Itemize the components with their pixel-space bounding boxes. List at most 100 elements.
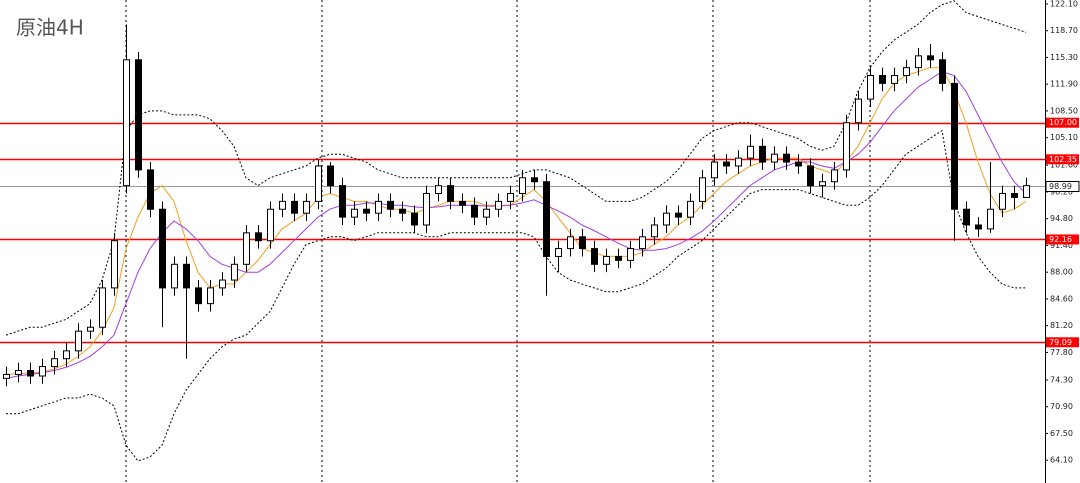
candle-body <box>879 75 886 84</box>
candle-body <box>63 350 70 360</box>
y-tick-label: 84.60 <box>1050 294 1073 303</box>
candle-body <box>219 279 226 289</box>
candle-body <box>1011 193 1018 198</box>
bollinger-band <box>5 0 1027 336</box>
candle-body <box>387 200 394 210</box>
candle-body <box>795 161 802 167</box>
candle-body <box>915 55 922 69</box>
candle-body <box>375 200 382 214</box>
candle-body <box>51 358 58 368</box>
level-label-box <box>1046 154 1079 165</box>
candle-body <box>855 98 862 124</box>
candle-body <box>531 177 538 183</box>
candle-body <box>207 287 214 305</box>
candle-body <box>363 208 370 214</box>
candle-body <box>867 75 874 100</box>
y-tick-label: 115.30 <box>1050 53 1078 62</box>
candle-body <box>303 200 310 214</box>
candle-body <box>327 165 334 187</box>
candle-body <box>507 193 514 202</box>
candle-body <box>759 145 766 163</box>
candle-body <box>75 330 82 352</box>
candle-body <box>1023 185 1030 198</box>
candle-body <box>435 185 442 195</box>
candle-body <box>111 240 118 289</box>
last-price-box <box>1045 181 1080 192</box>
candle-body <box>687 200 694 218</box>
candle-body <box>747 145 754 159</box>
candle-body <box>711 161 718 179</box>
candle-body <box>951 82 958 210</box>
candle-body <box>159 208 166 289</box>
candle-body <box>123 59 130 187</box>
candle-body <box>267 208 274 242</box>
level-label-box <box>1046 337 1079 348</box>
y-tick-label: 81.20 <box>1050 321 1073 330</box>
level-label: 102.35 <box>1049 155 1077 164</box>
candle-body <box>471 204 478 218</box>
candle-body <box>927 55 934 61</box>
candle-body <box>231 263 238 281</box>
candle-body <box>519 177 526 195</box>
candle-body <box>663 212 670 226</box>
candle-body <box>255 232 262 242</box>
level-label: 107.00 <box>1049 118 1077 127</box>
level-label-box <box>1046 117 1079 128</box>
candle-body <box>723 161 730 167</box>
candle-body <box>99 287 106 328</box>
candle-body <box>999 193 1006 210</box>
candle-body <box>543 181 550 257</box>
bollinger-band <box>6 129 1026 462</box>
candle-body <box>351 208 358 218</box>
y-tick-label: 122.10 <box>1050 0 1078 8</box>
candle-body <box>939 59 946 84</box>
candle-body <box>987 208 994 230</box>
candle-body <box>603 255 610 265</box>
candle-body <box>903 67 910 77</box>
candle-body <box>423 193 430 226</box>
candle-body <box>243 232 250 265</box>
y-tick-label: 105.10 <box>1050 133 1078 142</box>
candle-body <box>339 185 346 218</box>
y-tick-label: 74.30 <box>1050 375 1073 384</box>
candle-body <box>27 370 34 377</box>
candle-body <box>411 212 418 226</box>
candle-body <box>495 200 502 210</box>
chart-title: 原油4H <box>16 16 84 40</box>
candle-body <box>87 326 94 332</box>
candle-body <box>807 165 814 187</box>
moving-average <box>5 71 1027 379</box>
candle-body <box>843 122 850 171</box>
y-tick-label: 111.90 <box>1050 80 1078 89</box>
candle-body <box>555 248 562 257</box>
level-label: 92.16 <box>1049 235 1072 244</box>
candle-body <box>699 177 706 202</box>
y-tick-label: 91.40 <box>1050 241 1073 250</box>
candle-body <box>183 263 190 289</box>
candle-body <box>291 200 298 214</box>
candle-body <box>975 224 982 230</box>
y-tick-label: 108.50 <box>1050 106 1078 115</box>
y-tick-label: 70.90 <box>1050 402 1073 411</box>
candle-body <box>39 366 46 377</box>
candle-body <box>627 248 634 261</box>
moving-average <box>5 67 1027 375</box>
level-label: 79.09 <box>1049 338 1072 347</box>
candle-body <box>735 157 742 167</box>
candle-body <box>675 212 682 218</box>
candle-body <box>147 169 154 210</box>
y-tick-label: 118.70 <box>1050 26 1078 35</box>
y-tick-label: 88.00 <box>1050 268 1073 277</box>
candle-body <box>447 185 454 202</box>
candle-body <box>171 263 178 289</box>
candle-body <box>135 59 142 171</box>
y-tick-label: 67.50 <box>1050 429 1073 438</box>
candle-body <box>819 181 826 187</box>
y-tick-label: 77.80 <box>1050 348 1073 357</box>
candle-body <box>195 287 202 305</box>
candle-body <box>651 224 658 238</box>
candle-body <box>279 200 286 210</box>
y-tick-label: 64.10 <box>1050 456 1073 465</box>
candle-body <box>591 248 598 265</box>
